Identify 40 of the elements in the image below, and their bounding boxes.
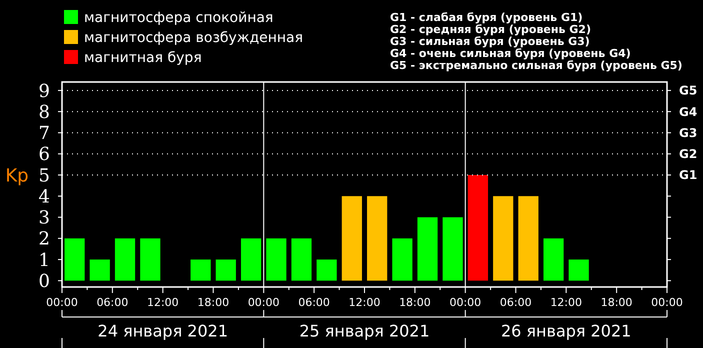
x-tick-label: 00:00 <box>651 296 683 309</box>
x-tick-label: 00:00 <box>449 296 482 309</box>
y-tick-label: 7 <box>38 123 50 144</box>
ref-line-label: G3 <box>679 126 698 140</box>
text: 25 января 2021 <box>299 322 430 341</box>
ref-line-label: G2 <box>679 147 698 162</box>
x-tick-label: 18:00 <box>399 296 431 309</box>
text: 24 января 2021 <box>98 322 228 341</box>
y-tick-label: 4 <box>38 186 50 208</box>
x-tick-label: 06:00 <box>298 296 330 309</box>
ref-line-label: G5 <box>679 84 698 98</box>
x-tick-label: 12:00 <box>146 296 179 309</box>
ref-line-label: G1 <box>679 168 698 182</box>
y-axis-title: Kp <box>5 165 29 186</box>
x-tick-label: 12:00 <box>550 296 582 309</box>
y-tick-label: 3 <box>38 208 50 229</box>
legend-label: магнитная буря <box>84 50 202 66</box>
text: G2 - средняя буря (уровень G2) <box>390 23 591 36</box>
x-tick-label: 00:00 <box>46 296 78 309</box>
text: 26 января 2021 <box>500 322 632 341</box>
y-tick-label: 9 <box>38 80 50 102</box>
text: G3 - сильная буря (уровень G3) <box>390 35 590 48</box>
y-tick-label: 6 <box>38 144 50 166</box>
x-tick-label: 00:00 <box>248 296 280 309</box>
y-tick-label: 0 <box>38 270 50 292</box>
y-tick-label: 5 <box>38 165 50 186</box>
legend-label: магнитосфера спокойная <box>84 10 274 26</box>
text: G5 - экстремально сильная буря (уровень G5) <box>390 59 682 72</box>
x-tick-label: 18:00 <box>600 296 632 309</box>
x-tick-label: 12:00 <box>348 296 380 309</box>
text: G1 - слабая буря (уровень G1) <box>390 11 583 24</box>
text: G4 - очень сильная буря (уровень G4) <box>390 47 631 60</box>
legend-label: магнитосфера возбужденная <box>84 30 304 46</box>
y-tick-label: 1 <box>38 250 50 271</box>
ref-line-label: G4 <box>679 104 698 119</box>
y-tick-label: 8 <box>38 102 50 123</box>
x-tick-label: 18:00 <box>197 296 230 309</box>
x-tick-label: 06:00 <box>500 296 532 309</box>
x-tick-label: 06:00 <box>96 296 128 309</box>
y-tick-label: 2 <box>38 228 50 250</box>
